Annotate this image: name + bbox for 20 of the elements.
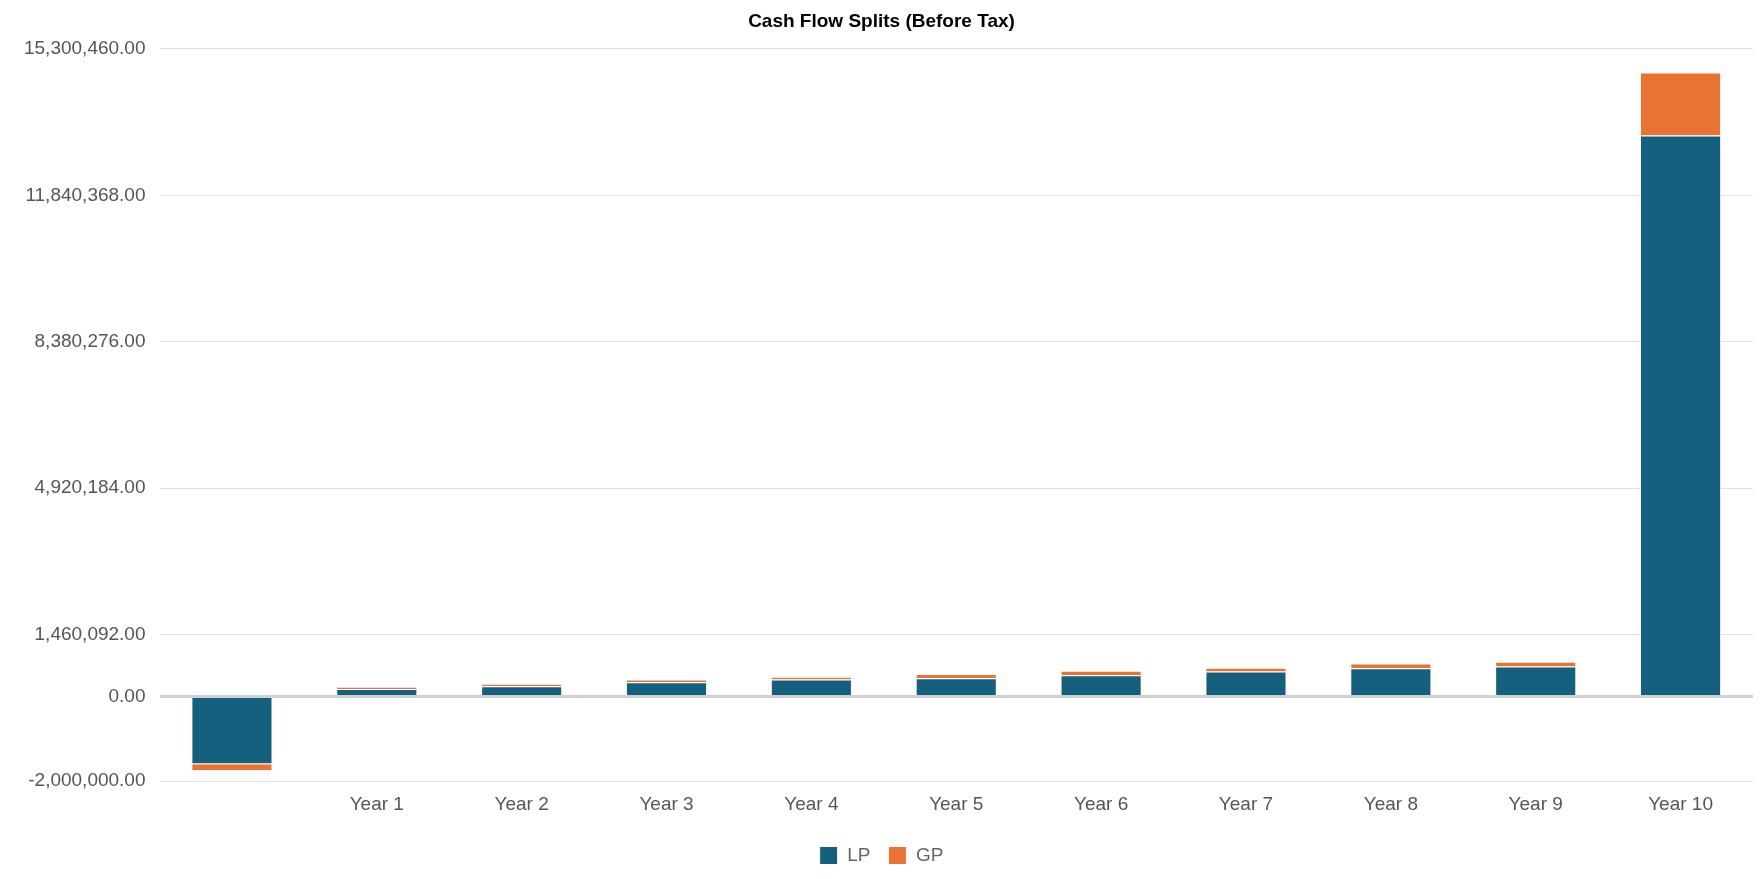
x-tick-label: Year 8 — [1363, 792, 1418, 814]
x-tick-label: Year 2 — [494, 792, 549, 814]
x-tick-label: Year 10 — [1648, 792, 1713, 814]
y-tick-label: 1,460,092.00 — [34, 622, 146, 644]
x-tick-label: Year 7 — [1218, 792, 1274, 814]
y-tick-label: 0.00 — [108, 684, 146, 706]
y-tick-label: 4,920,184.00 — [34, 476, 146, 498]
x-tick-label: Year 1 — [349, 792, 404, 814]
x-tick-label: Year 5 — [929, 792, 984, 814]
y-tick-label: 8,380,276.00 — [34, 329, 146, 351]
x-tick-label: Year 4 — [784, 792, 839, 814]
y-tick-label: -2,000,000.00 — [28, 769, 146, 791]
x-tick-label: Year 6 — [1073, 792, 1129, 814]
x-tick-label: Year 9 — [1508, 792, 1563, 814]
y-tick-label: 11,840,368.00 — [25, 183, 146, 205]
legend-label: LP — [847, 843, 871, 865]
chart-title: Cash Flow Splits (Before Tax) — [748, 9, 1015, 31]
x-tick-label: Year 3 — [639, 792, 694, 814]
legend-label: GP — [915, 843, 944, 865]
y-tick-label: 15,300,460.00 — [23, 37, 146, 59]
